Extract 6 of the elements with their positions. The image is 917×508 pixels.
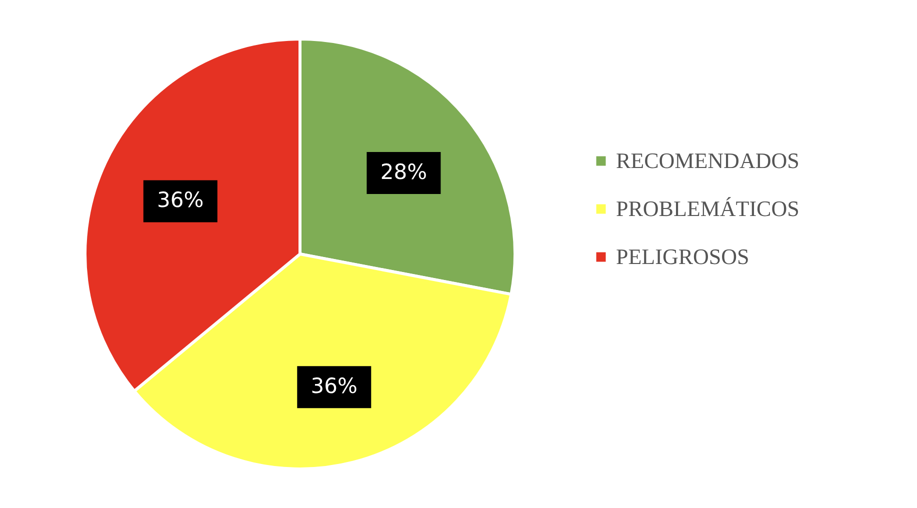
legend-label: RECOMENDADOS — [616, 148, 800, 173]
data-label: 36% — [310, 374, 358, 398]
legend-label: PELIGROSOS — [616, 244, 750, 269]
legend-label: PROBLEMÁTICOS — [616, 196, 800, 221]
data-label: 36% — [157, 188, 204, 212]
data-label: 28% — [380, 160, 428, 184]
